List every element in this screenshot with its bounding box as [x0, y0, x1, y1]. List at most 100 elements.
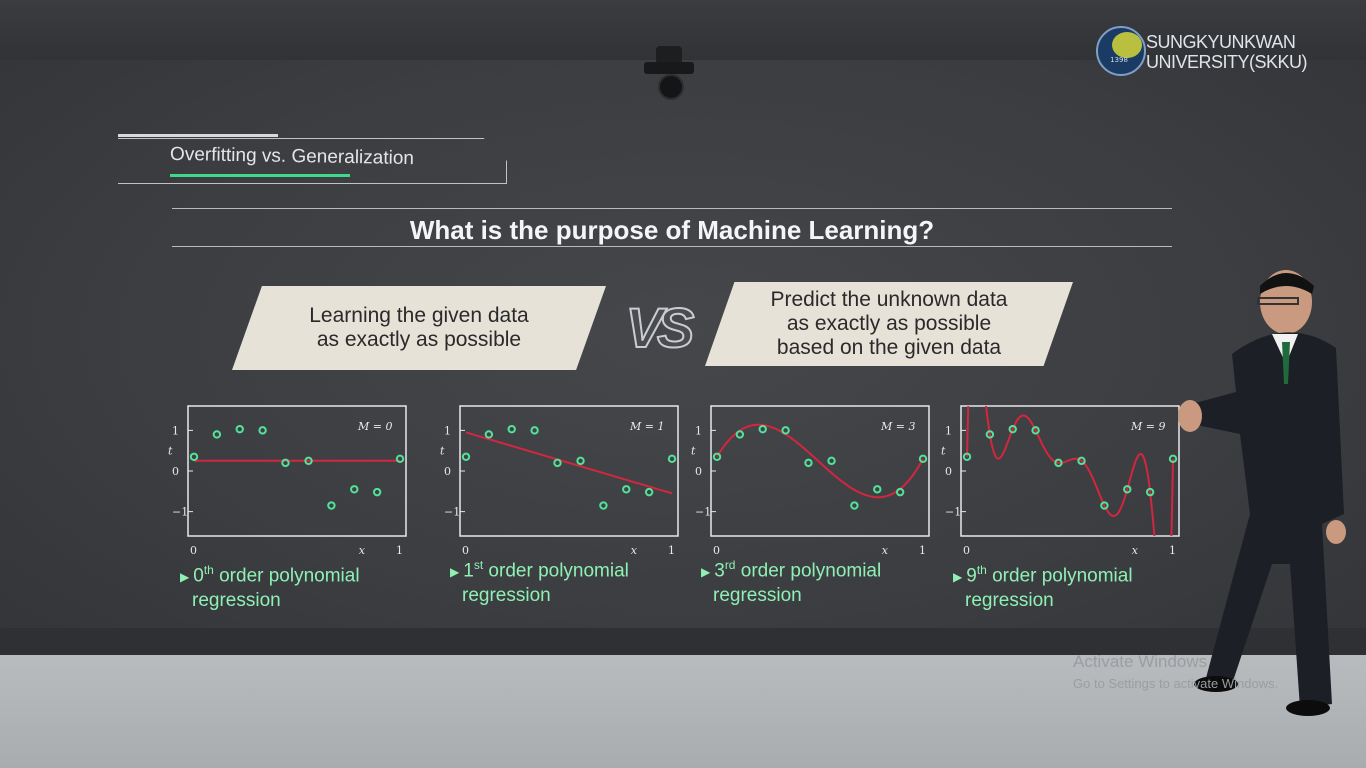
y-tick-label: 0	[172, 465, 179, 478]
sample-point	[758, 424, 767, 434]
model-order-label: M = 0	[357, 420, 392, 433]
x-tick-label: 0	[462, 544, 469, 557]
plot-m1: 1 0 −1 t 0 1 x M = 1	[440, 405, 679, 557]
sample-point	[985, 430, 995, 439]
sample-point	[827, 456, 836, 466]
sample-point	[395, 454, 405, 464]
sample-point	[1054, 458, 1063, 468]
y-tick-label: 1	[945, 424, 952, 437]
x-tick-label: 0	[713, 544, 720, 557]
model-order-label: M = 9	[1130, 420, 1165, 433]
sample-point	[735, 430, 745, 439]
sample-point	[327, 501, 336, 510]
caption-m1: ▶ 1st order polynomial regression	[450, 558, 629, 607]
x-tick-label: 0	[963, 544, 970, 557]
fitted-curve	[465, 431, 673, 495]
sample-point	[1031, 426, 1040, 435]
sample-point	[850, 501, 859, 510]
right-banner: Predict the unknown data as exactly as p…	[705, 282, 1073, 366]
sample-point	[350, 485, 359, 494]
right-banner-line-1: Predict the unknown data	[770, 288, 1008, 311]
sample-point	[235, 424, 244, 434]
x-tick-label: 1	[668, 544, 675, 557]
x-axis-label: x	[631, 544, 638, 557]
sample-point	[804, 458, 813, 468]
model-order-label: M = 1	[629, 420, 664, 433]
sample-point	[1077, 456, 1086, 466]
x-tick-label: 0	[190, 544, 197, 557]
x-tick-label: 1	[396, 544, 403, 557]
left-banner-line-2: as exactly as possible	[316, 328, 522, 351]
sample-point	[281, 458, 290, 468]
left-banner: Learning the given data as exactly as po…	[232, 286, 606, 370]
sample-point	[1145, 487, 1155, 497]
logo-line-1: SUNGKYUNKWAN	[1146, 32, 1296, 52]
sample-point	[258, 426, 267, 435]
seal-year: 1398	[1110, 56, 1128, 64]
y-axis-label: t	[440, 445, 445, 458]
headline-rule-top	[172, 208, 1172, 209]
plot-m0: 1 0 −1 t 0 1 x M = 0	[168, 405, 407, 557]
sample-point	[461, 452, 471, 461]
studio-floor	[0, 655, 1366, 768]
y-tick-label: −1	[695, 506, 711, 519]
studio-wall	[0, 60, 1366, 670]
sample-point	[667, 454, 677, 464]
windows-activation-watermark: Activate Windows Go to Settings to activ…	[1073, 652, 1278, 691]
sample-point	[553, 458, 562, 468]
y-axis-label: t	[168, 445, 173, 458]
section-tab: Overfitting vs. Generalization	[118, 134, 508, 186]
watermark-line-2: Go to Settings to activate Windows.	[1073, 676, 1279, 691]
sample-point	[1123, 485, 1132, 494]
y-axis-label: t	[691, 445, 696, 458]
x-tick-label: 1	[1169, 544, 1176, 557]
fitted-curve	[966, 406, 1174, 536]
left-banner-line-1: Learning the given data	[309, 304, 529, 327]
sample-point	[644, 487, 654, 497]
right-banner-line-2: as exactly as possible	[786, 312, 992, 335]
y-tick-label: 1	[695, 424, 702, 437]
y-tick-label: 0	[695, 465, 702, 478]
plot-m9: 1 0 −1 t 0 1 x M = 9	[941, 405, 1180, 557]
sample-point	[576, 456, 585, 466]
sample-point	[873, 485, 882, 494]
sample-point	[622, 485, 631, 494]
sample-point	[507, 424, 516, 434]
caption-m9: ▶ 9th order polynomial regression	[953, 563, 1133, 612]
y-tick-label: 0	[444, 465, 451, 478]
model-order-label: M = 3	[880, 420, 915, 433]
sample-point	[1168, 454, 1178, 464]
plot-m3: 1 0 −1 t 0 1 x M = 3	[691, 405, 930, 557]
sample-point	[1008, 424, 1017, 434]
sample-point	[599, 501, 608, 510]
vs-label: VS	[625, 295, 696, 360]
sample-point	[189, 452, 199, 461]
y-axis-label: t	[941, 445, 946, 458]
sample-point	[212, 430, 222, 439]
y-tick-label: −1	[444, 506, 460, 519]
x-tick-label: 1	[919, 544, 926, 557]
caption-m3: ▶ 3rd order polynomial regression	[701, 558, 882, 607]
university-logo: 1398 SUNGKYUNKWAN UNIVERSITY(SKKU)	[1096, 26, 1336, 78]
headline-rule-bottom	[172, 246, 1172, 247]
y-tick-label: 0	[945, 465, 952, 478]
y-tick-label: 1	[444, 424, 451, 437]
sample-point	[1100, 501, 1109, 510]
fitted-curve	[716, 423, 924, 499]
sample-point	[304, 456, 313, 466]
y-tick-label: −1	[172, 506, 188, 519]
caption-m0: ▶ 0th order polynomial regression	[180, 563, 360, 612]
watermark-line-1: Activate Windows	[1073, 652, 1208, 671]
x-axis-label: x	[882, 544, 889, 557]
ceiling-camera-icon	[644, 46, 694, 100]
sample-point	[712, 452, 722, 461]
sample-point	[918, 454, 928, 464]
sample-point	[962, 452, 972, 461]
sample-point	[781, 426, 790, 435]
y-tick-label: 1	[172, 424, 179, 437]
y-tick-label: −1	[945, 506, 961, 519]
sample-point	[484, 430, 494, 439]
university-seal-icon	[1096, 26, 1146, 76]
sample-point	[372, 487, 382, 497]
sample-point	[530, 426, 539, 435]
